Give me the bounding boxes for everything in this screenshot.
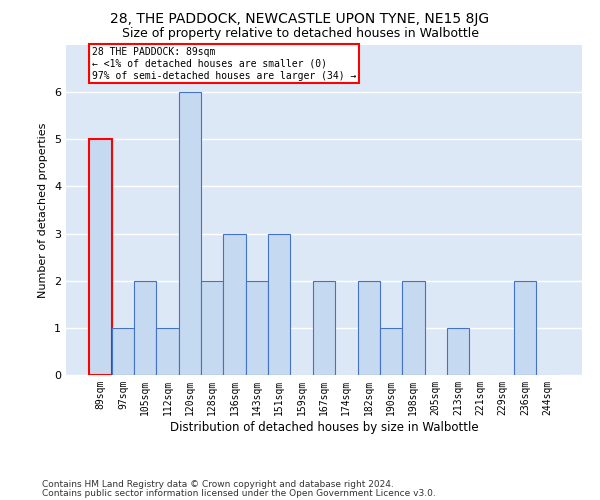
Text: 28 THE PADDOCK: 89sqm
← <1% of detached houses are smaller (0)
97% of semi-detac: 28 THE PADDOCK: 89sqm ← <1% of detached … [92, 48, 356, 80]
Bar [246, 280, 268, 375]
Bar [179, 92, 201, 375]
Bar [447, 328, 469, 375]
X-axis label: Distribution of detached houses by size in Walbottle: Distribution of detached houses by size … [170, 420, 478, 434]
Bar [201, 280, 223, 375]
Bar [112, 328, 134, 375]
Bar [157, 328, 179, 375]
Text: Contains public sector information licensed under the Open Government Licence v3: Contains public sector information licen… [42, 489, 436, 498]
Bar [89, 140, 112, 375]
Text: 28, THE PADDOCK, NEWCASTLE UPON TYNE, NE15 8JG: 28, THE PADDOCK, NEWCASTLE UPON TYNE, NE… [110, 12, 490, 26]
Bar [358, 280, 380, 375]
Y-axis label: Number of detached properties: Number of detached properties [38, 122, 49, 298]
Bar [268, 234, 290, 375]
Text: Contains HM Land Registry data © Crown copyright and database right 2024.: Contains HM Land Registry data © Crown c… [42, 480, 394, 489]
Bar [223, 234, 246, 375]
Bar [514, 280, 536, 375]
Bar [313, 280, 335, 375]
Bar [134, 280, 157, 375]
Bar [402, 280, 425, 375]
Bar [380, 328, 402, 375]
Text: Size of property relative to detached houses in Walbottle: Size of property relative to detached ho… [121, 28, 479, 40]
